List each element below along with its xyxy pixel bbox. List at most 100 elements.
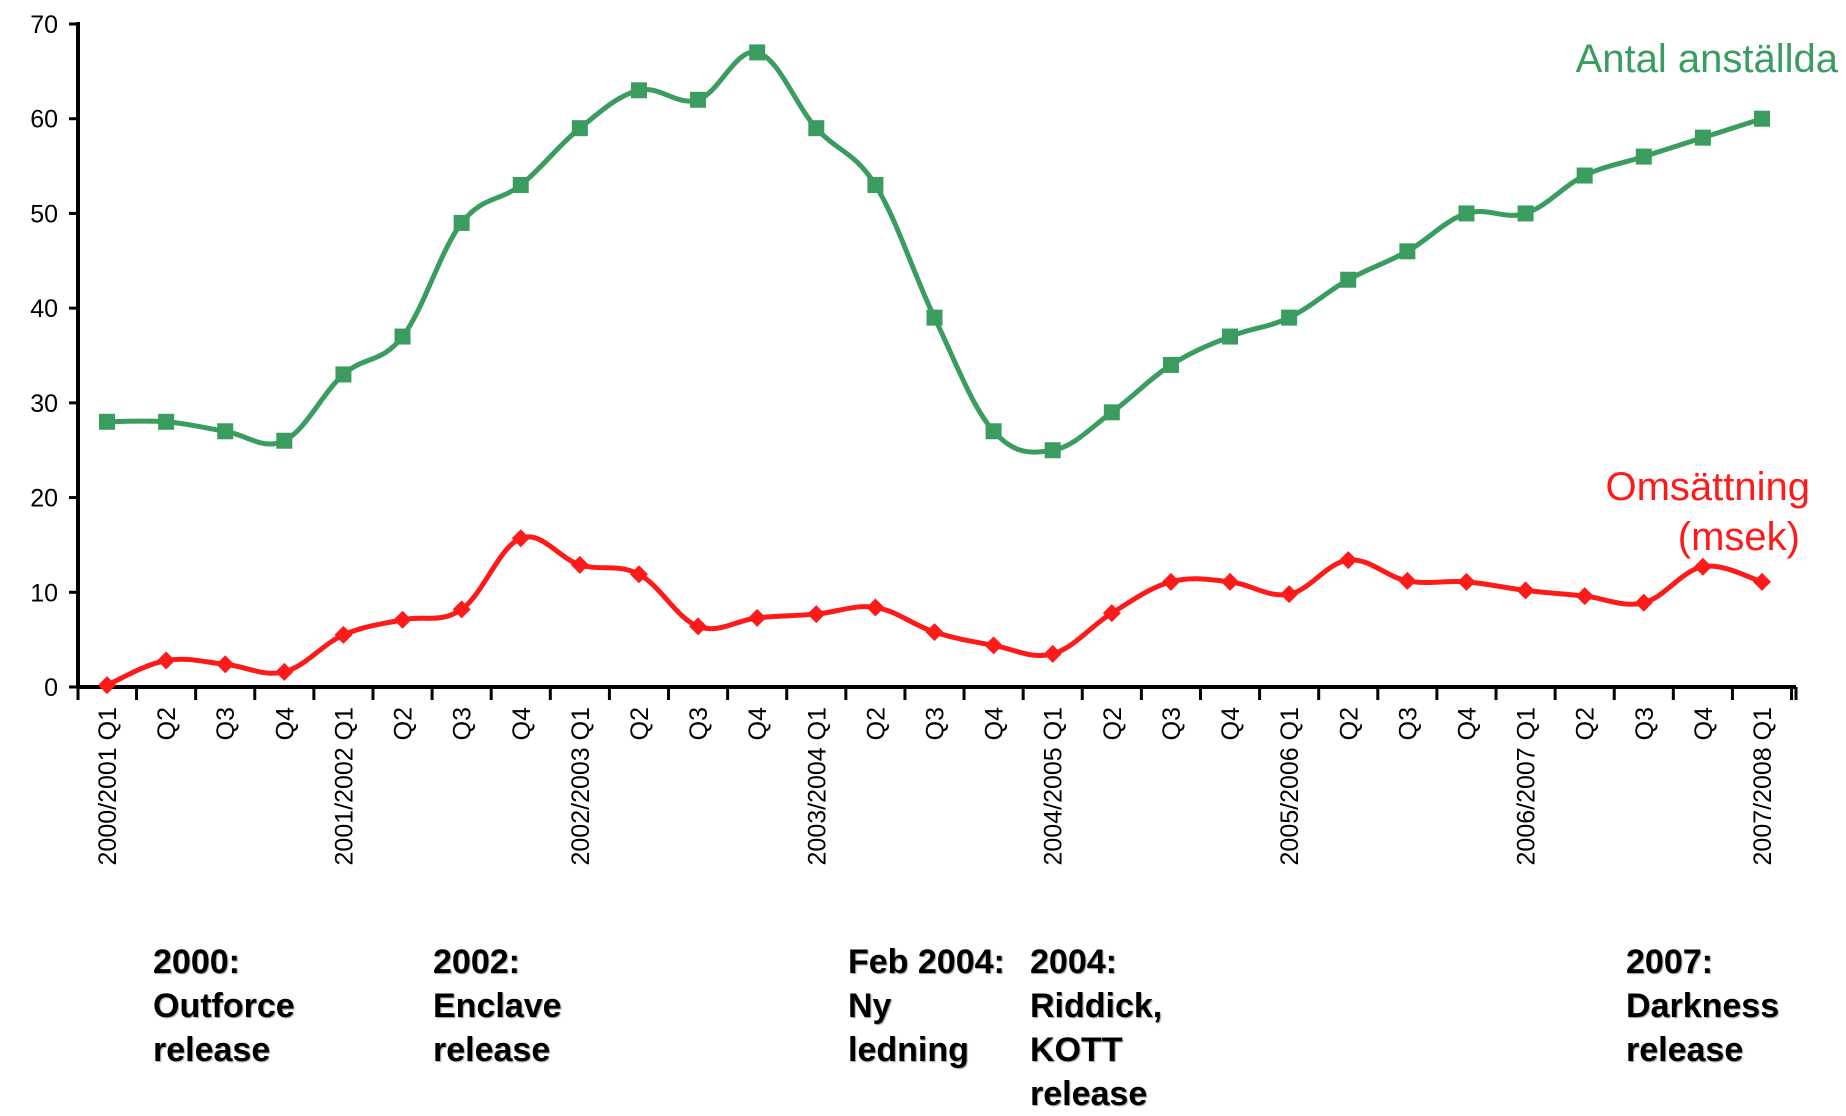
- annotation-ny-ledning: Feb 2004: Ny ledning: [848, 940, 1005, 1072]
- data-point-omsattning: [1753, 572, 1771, 591]
- annotation-line: release: [1626, 1031, 1744, 1069]
- data-point-omsattning: [866, 598, 885, 617]
- y-tick-label: 10: [30, 579, 58, 607]
- data-point-omsattning: [925, 623, 944, 642]
- data-point-antal-anstallda: [1458, 205, 1475, 222]
- annotation-line: Ny: [848, 987, 892, 1025]
- x-tick-label: Q4: [981, 707, 1009, 740]
- series-label-omsattning: Omsättning: [1605, 465, 1810, 509]
- x-tick-label: Q4: [744, 707, 772, 740]
- data-point-antal-anstallda: [926, 309, 943, 326]
- x-tick-label: Q3: [922, 707, 950, 740]
- data-point-omsattning: [1693, 557, 1712, 576]
- data-point-omsattning: [216, 655, 235, 674]
- data-point-omsattning: [334, 625, 353, 644]
- annotation-line: release: [1030, 1075, 1148, 1113]
- annotation-riddick-kott: 2004: Riddick, KOTT release: [1030, 940, 1162, 1116]
- x-tick-label: 2003/2004 Q1: [803, 707, 831, 865]
- annotation-line: Outforce: [153, 987, 295, 1025]
- y-tick-label: 60: [30, 106, 58, 134]
- axes: 0 10 20 30 40 50 60 70 2000/2001 Q1 Q2 Q3 Q4 2001/20…: [30, 11, 1798, 865]
- x-tick-label: Q3: [1394, 707, 1422, 740]
- x-tick-label: 2004/2005 Q1: [1040, 707, 1068, 865]
- x-tick-label: 2000/2001 Q1: [94, 707, 122, 865]
- annotation-enclave: 2002: Enclave release: [433, 940, 562, 1072]
- data-point-antal-anstallda: [1044, 442, 1061, 459]
- x-tick-label: Q2: [1099, 707, 1127, 740]
- annotation-line: 2004:: [1030, 943, 1117, 981]
- data-point-omsattning: [748, 608, 767, 627]
- y-tick-label: 50: [30, 200, 58, 228]
- data-point-antal-anstallda: [158, 413, 175, 430]
- y-tick-label: 40: [30, 295, 58, 323]
- x-tick-label: Q3: [1631, 707, 1659, 740]
- x-tick-label: Q3: [1158, 707, 1186, 740]
- series-label-antal-anstallda: Antal anställda: [1576, 37, 1839, 81]
- data-point-antal-anstallda: [1399, 243, 1416, 260]
- data-point-omsattning: [1398, 571, 1417, 590]
- y-tick-label: 70: [30, 11, 58, 39]
- data-point-omsattning: [1457, 572, 1476, 591]
- data-point-antal-anstallda: [1517, 205, 1534, 222]
- series-line-antal-anstallda: [106, 49, 1763, 455]
- data-point-omsattning: [1516, 581, 1535, 600]
- x-tick-label: Q2: [153, 707, 181, 740]
- data-point-omsattning: [393, 610, 412, 629]
- data-point-omsattning: [511, 529, 530, 548]
- y-tick-label: 30: [30, 390, 58, 418]
- data-point-omsattning: [1634, 593, 1653, 612]
- data-point-antal-anstallda: [217, 423, 234, 440]
- x-tick-label: Q4: [508, 707, 536, 740]
- data-point-antal-anstallda: [335, 366, 352, 383]
- x-tick-label: 2002/2003 Q1: [567, 707, 595, 865]
- data-point-antal-anstallda: [1281, 309, 1298, 326]
- data-point-antal-anstallda: [1635, 148, 1652, 165]
- data-point-omsattning: [1339, 551, 1358, 570]
- data-point-antal-anstallda: [690, 91, 707, 108]
- annotation-line: ledning: [848, 1031, 969, 1069]
- x-tick-label: Q3: [449, 707, 477, 740]
- x-tick-label: 2001/2002 Q1: [330, 707, 358, 865]
- data-point-antal-anstallda: [571, 120, 588, 137]
- data-point-antal-anstallda: [1222, 328, 1239, 345]
- data-point-omsattning: [984, 636, 1003, 655]
- data-point-antal-anstallda: [749, 44, 766, 61]
- annotation-line: release: [153, 1031, 271, 1069]
- data-point-omsattning: [452, 600, 471, 619]
- x-tick-label: Q4: [1217, 707, 1245, 740]
- y-tick-label: 0: [44, 674, 58, 702]
- data-point-antal-anstallda: [394, 328, 411, 345]
- series-layer: [98, 44, 1771, 695]
- series-label-msek: (msek): [1678, 515, 1800, 559]
- x-tick-label: Q4: [1453, 707, 1481, 740]
- annotation-line: Feb 2004:: [848, 943, 1005, 981]
- annotation-outforce: 2000: Outforce release: [153, 940, 295, 1072]
- data-point-antal-anstallda: [276, 432, 293, 449]
- annotation-line: Enclave: [433, 987, 562, 1025]
- data-point-antal-anstallda: [1162, 356, 1179, 373]
- x-tick-label: Q3: [212, 707, 240, 740]
- x-tick-label: 2007/2008 Q1: [1749, 707, 1777, 865]
- data-point-omsattning: [570, 555, 589, 574]
- data-point-omsattning: [807, 605, 826, 624]
- x-tick-label: 2005/2006 Q1: [1276, 707, 1304, 865]
- x-tick-label: Q2: [626, 707, 654, 740]
- x-tick-label: Q2: [390, 707, 418, 740]
- data-point-antal-anstallda: [512, 177, 529, 194]
- annotation-line: 2007:: [1626, 943, 1713, 981]
- data-point-omsattning: [1221, 572, 1240, 591]
- annotation-line: KOTT: [1030, 1031, 1123, 1069]
- data-point-antal-anstallda: [1576, 167, 1593, 184]
- x-tick-label: 2006/2007 Q1: [1513, 707, 1541, 865]
- annotation-line: Darkness: [1626, 987, 1780, 1025]
- series-line-omsattning: [105, 534, 1763, 688]
- x-tick-label: Q2: [862, 707, 890, 740]
- data-point-antal-anstallda: [867, 177, 884, 194]
- data-point-omsattning: [1102, 604, 1121, 623]
- data-point-omsattning: [1280, 585, 1299, 604]
- data-point-antal-anstallda: [1754, 110, 1770, 127]
- data-point-antal-anstallda: [985, 423, 1002, 440]
- y-tick-label: 20: [30, 485, 58, 513]
- data-point-omsattning: [1161, 572, 1180, 591]
